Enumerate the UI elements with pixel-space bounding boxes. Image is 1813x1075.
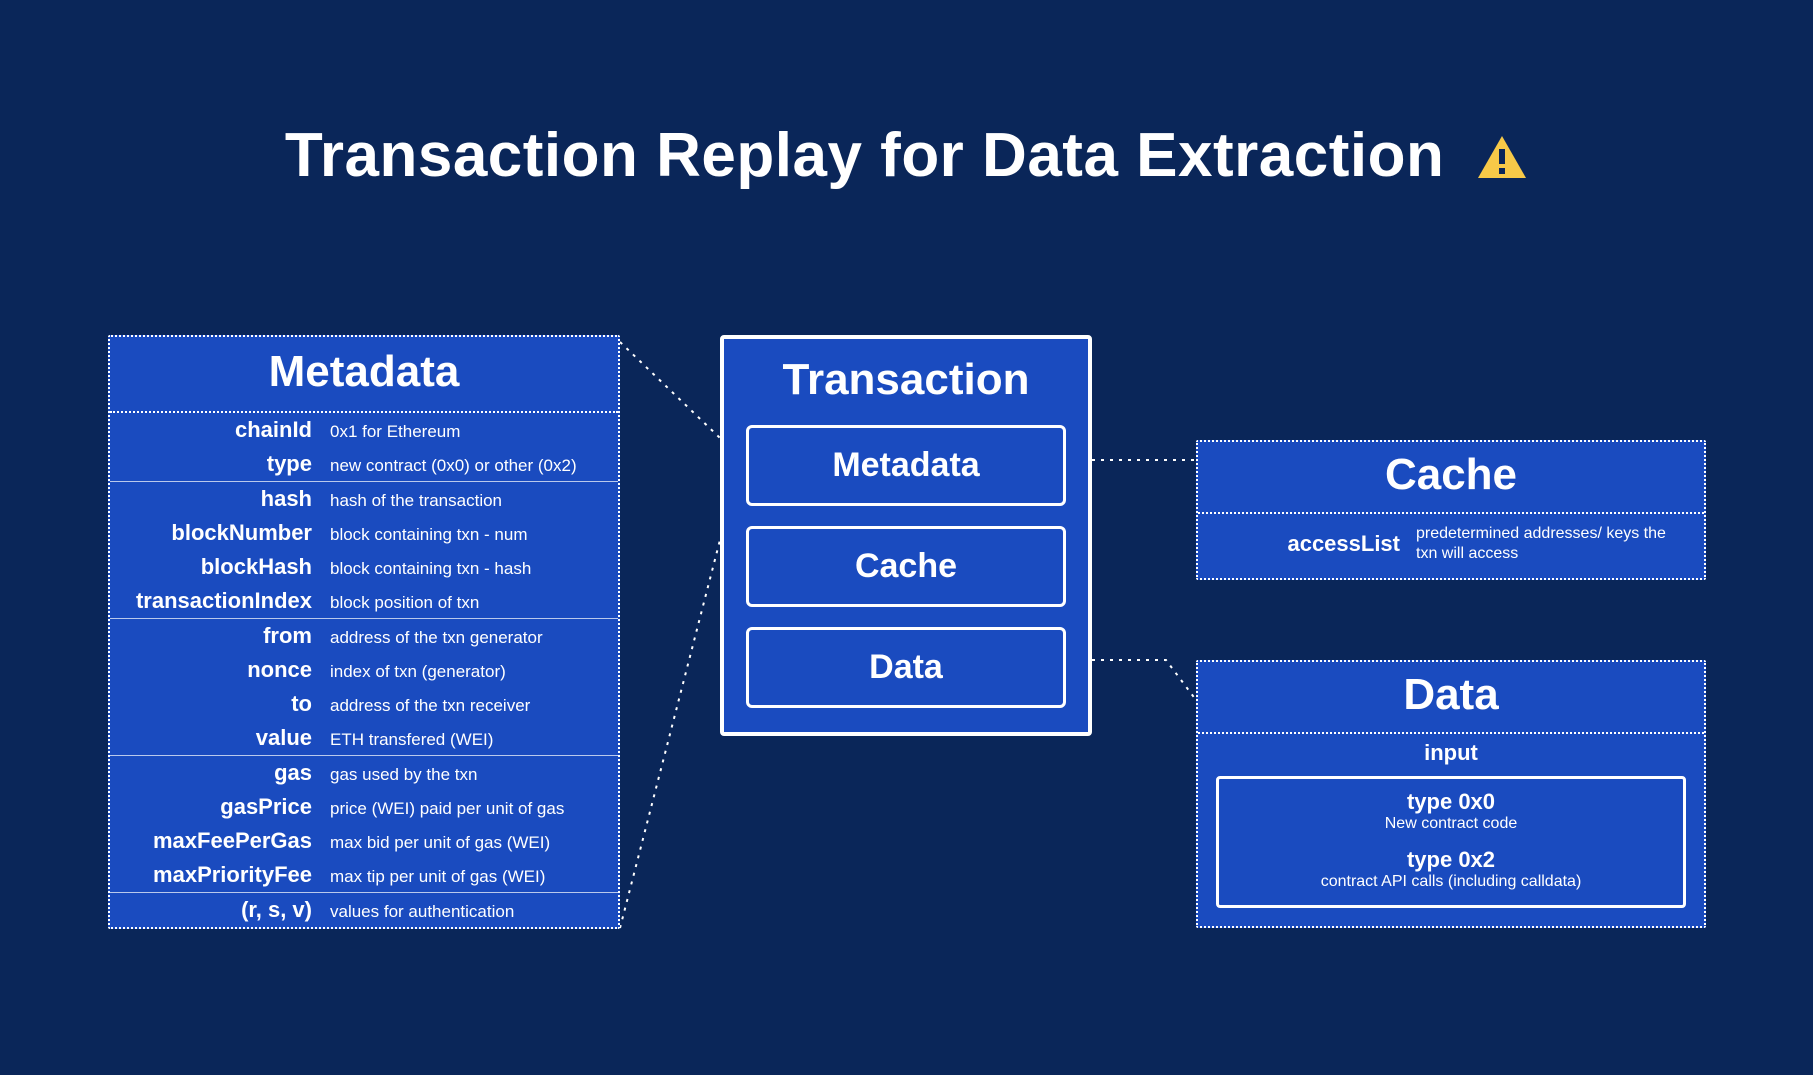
data-header: Data (1198, 662, 1704, 734)
connector-line (1092, 660, 1196, 700)
metadata-val: gas used by the txn (330, 765, 604, 785)
cache-header: Cache (1198, 442, 1704, 514)
cache-panel: Cache accessList predetermined addresses… (1196, 440, 1706, 580)
metadata-val: block containing txn - hash (330, 559, 604, 579)
metadata-row: typenew contract (0x0) or other (0x2) (110, 447, 618, 481)
metadata-val: ETH transfered (WEI) (330, 730, 604, 750)
metadata-row: chainId0x1 for Ethereum (110, 413, 618, 447)
metadata-val: max bid per unit of gas (WEI) (330, 833, 604, 853)
metadata-panel: Metadata chainId0x1 for Ethereumtypenew … (108, 335, 620, 929)
metadata-row: gasPriceprice (WEI) paid per unit of gas (110, 790, 618, 824)
metadata-group: hashhash of the transactionblockNumberbl… (110, 482, 618, 619)
metadata-key: to (110, 691, 330, 717)
cache-row: accessList predetermined addresses/ keys… (1198, 514, 1704, 578)
metadata-val: address of the txn generator (330, 628, 604, 648)
metadata-key: gas (110, 760, 330, 786)
transaction-panel: Transaction Metadata Cache Data (720, 335, 1092, 736)
metadata-row: nonceindex of txn (generator) (110, 653, 618, 687)
metadata-key: gasPrice (110, 794, 330, 820)
data-inner: type 0x0New contract code type 0x2contrac… (1216, 776, 1686, 908)
metadata-key: maxPriorityFee (110, 862, 330, 888)
metadata-row: fromaddress of the txn generator (110, 619, 618, 653)
metadata-key: chainId (110, 417, 330, 443)
transaction-slot: Metadata (746, 425, 1066, 506)
metadata-key: blockNumber (110, 520, 330, 546)
metadata-row: gasgas used by the txn (110, 756, 618, 790)
warning-icon (1476, 124, 1528, 195)
metadata-row: maxPriorityFeemax tip per unit of gas (W… (110, 858, 618, 892)
metadata-val: address of the txn receiver (330, 696, 604, 716)
data-item: type 0x2contract API calls (including ca… (1229, 847, 1673, 891)
metadata-key: transactionIndex (110, 588, 330, 614)
cache-key: accessList (1216, 531, 1416, 557)
metadata-key: nonce (110, 657, 330, 683)
data-subheader: input (1198, 734, 1704, 776)
transaction-slots: Metadata Cache Data (746, 425, 1066, 708)
metadata-row: maxFeePerGasmax bid per unit of gas (WEI… (110, 824, 618, 858)
metadata-key: blockHash (110, 554, 330, 580)
metadata-row: hashhash of the transaction (110, 482, 618, 516)
metadata-key: value (110, 725, 330, 751)
metadata-key: hash (110, 486, 330, 512)
metadata-row: blockHashblock containing txn - hash (110, 550, 618, 584)
data-item-sub: contract API calls (including calldata) (1229, 873, 1673, 891)
connector-line (620, 342, 720, 438)
metadata-group: chainId0x1 for Ethereumtypenew contract … (110, 413, 618, 482)
metadata-row: (r, s, v)values for authentication (110, 893, 618, 927)
title-text: Transaction Replay for Data Extraction (285, 121, 1444, 190)
metadata-val: max tip per unit of gas (WEI) (330, 867, 604, 887)
metadata-row: toaddress of the txn receiver (110, 687, 618, 721)
data-item-sub: New contract code (1229, 815, 1673, 833)
metadata-row: valueETH transfered (WEI) (110, 721, 618, 755)
metadata-rows: chainId0x1 for Ethereumtypenew contract … (110, 413, 618, 927)
metadata-key: (r, s, v) (110, 897, 330, 923)
data-item-title: type 0x2 (1229, 847, 1673, 873)
metadata-val: hash of the transaction (330, 491, 604, 511)
transaction-slot: Cache (746, 526, 1066, 607)
metadata-group: gasgas used by the txngasPriceprice (WEI… (110, 756, 618, 893)
data-item: type 0x0New contract code (1229, 789, 1673, 833)
metadata-row: transactionIndexblock position of txn (110, 584, 618, 618)
metadata-group: (r, s, v)values for authentication (110, 893, 618, 927)
metadata-val: index of txn (generator) (330, 662, 604, 682)
connector-line (620, 540, 720, 928)
metadata-val: new contract (0x0) or other (0x2) (330, 456, 604, 476)
cache-val: predetermined addresses/ keys the txn wi… (1416, 524, 1686, 564)
metadata-key: maxFeePerGas (110, 828, 330, 854)
metadata-header: Metadata (110, 337, 618, 413)
data-panel: Data input type 0x0New contract codetype… (1196, 660, 1706, 928)
page-title: Transaction Replay for Data Extraction (0, 120, 1813, 195)
metadata-row: blockNumberblock containing txn - num (110, 516, 618, 550)
data-item-title: type 0x0 (1229, 789, 1673, 815)
metadata-group: fromaddress of the txn generatornonceind… (110, 619, 618, 756)
metadata-key: type (110, 451, 330, 477)
metadata-key: from (110, 623, 330, 649)
metadata-val: 0x1 for Ethereum (330, 422, 604, 442)
metadata-val: block containing txn - num (330, 525, 604, 545)
metadata-val: values for authentication (330, 902, 604, 922)
transaction-header: Transaction (746, 355, 1066, 405)
metadata-val: price (WEI) paid per unit of gas (330, 799, 604, 819)
metadata-val: block position of txn (330, 593, 604, 613)
transaction-slot: Data (746, 627, 1066, 708)
